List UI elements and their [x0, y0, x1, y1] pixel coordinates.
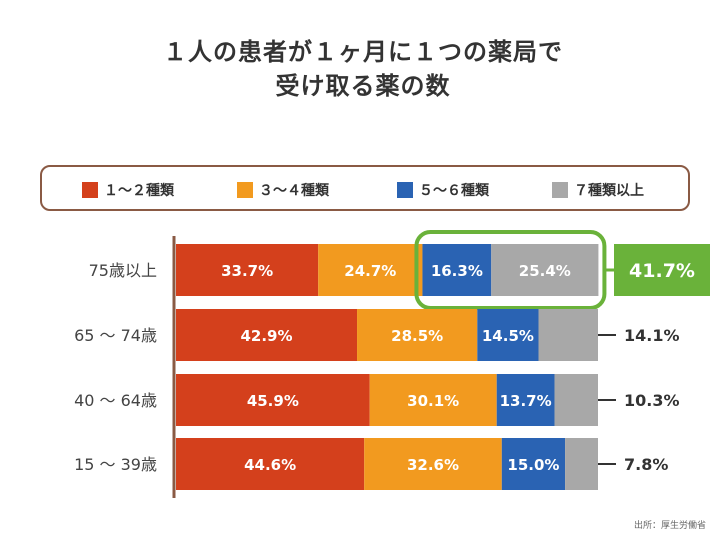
category-label: 65 〜 74歳	[74, 326, 157, 345]
data-label: 14.5%	[482, 327, 534, 345]
bar-segment	[176, 374, 370, 426]
category-label: 40 〜 64歳	[74, 391, 157, 410]
data-label: 32.6%	[407, 456, 459, 474]
legend-label-5-6: ５〜６種類	[419, 183, 489, 199]
chart-legend: １〜２種類 ３〜４種類 ５〜６種類 ７種類以上	[40, 165, 690, 211]
bar-segment	[369, 374, 497, 426]
data-label: 33.7%	[221, 262, 273, 280]
bar-segment	[357, 309, 478, 361]
data-label: 45.9%	[247, 392, 299, 410]
bar-segment	[176, 309, 358, 361]
data-label: 13.7%	[500, 392, 552, 410]
data-label: 16.3%	[431, 262, 483, 280]
data-label: 15.0%	[507, 456, 559, 474]
callout-badge	[614, 244, 710, 296]
data-label: 28.5%	[391, 327, 443, 345]
callout-value: 7.8%	[624, 455, 668, 474]
chart-title-line2: 受け取る薬の数	[275, 72, 451, 100]
legend-label-3-4: ３〜４種類	[259, 183, 329, 199]
callout-value: 10.3%	[624, 391, 680, 410]
bar-segment	[176, 438, 365, 490]
legend-swatch-1-2	[82, 182, 98, 198]
bar-segment	[176, 244, 319, 296]
bar-segment	[565, 438, 598, 490]
bar-segment	[364, 438, 502, 490]
bar-segment	[496, 374, 555, 426]
legend-swatch-7-plus	[552, 182, 568, 198]
callout-value: 41.7%	[629, 260, 695, 282]
legend-item-1-2: １〜２種類	[82, 180, 174, 200]
legend-item-3-4: ３〜４種類	[237, 180, 329, 200]
bar-segment	[554, 374, 598, 426]
legend-item-5-6: ５〜６種類	[397, 180, 489, 200]
legend-item-7-plus: ７種類以上	[552, 180, 644, 200]
chart-title-line1: １人の患者が１ヶ月に１つの薬局で	[163, 38, 563, 66]
data-label: 30.1%	[407, 392, 459, 410]
source-note: 出所：厚生労働省	[633, 521, 706, 531]
data-label: 44.6%	[244, 456, 296, 474]
bar-segment	[318, 244, 423, 296]
legend-label-7-plus: ７種類以上	[574, 183, 644, 199]
data-label: 24.7%	[344, 262, 396, 280]
bar-segment	[491, 244, 599, 296]
category-label: 75歳以上	[89, 261, 157, 280]
data-label: 25.4%	[519, 262, 571, 280]
legend-swatch-5-6	[397, 182, 413, 198]
legend-swatch-3-4	[237, 182, 253, 198]
bar-segment	[477, 309, 539, 361]
callout-value: 14.1%	[624, 326, 680, 345]
category-label: 15 〜 39歳	[74, 455, 157, 474]
legend-label-1-2: １〜２種類	[104, 183, 174, 199]
data-label: 42.9%	[240, 327, 292, 345]
bar-segment	[538, 309, 598, 361]
bar-segment	[422, 244, 492, 296]
bar-segment	[501, 438, 566, 490]
